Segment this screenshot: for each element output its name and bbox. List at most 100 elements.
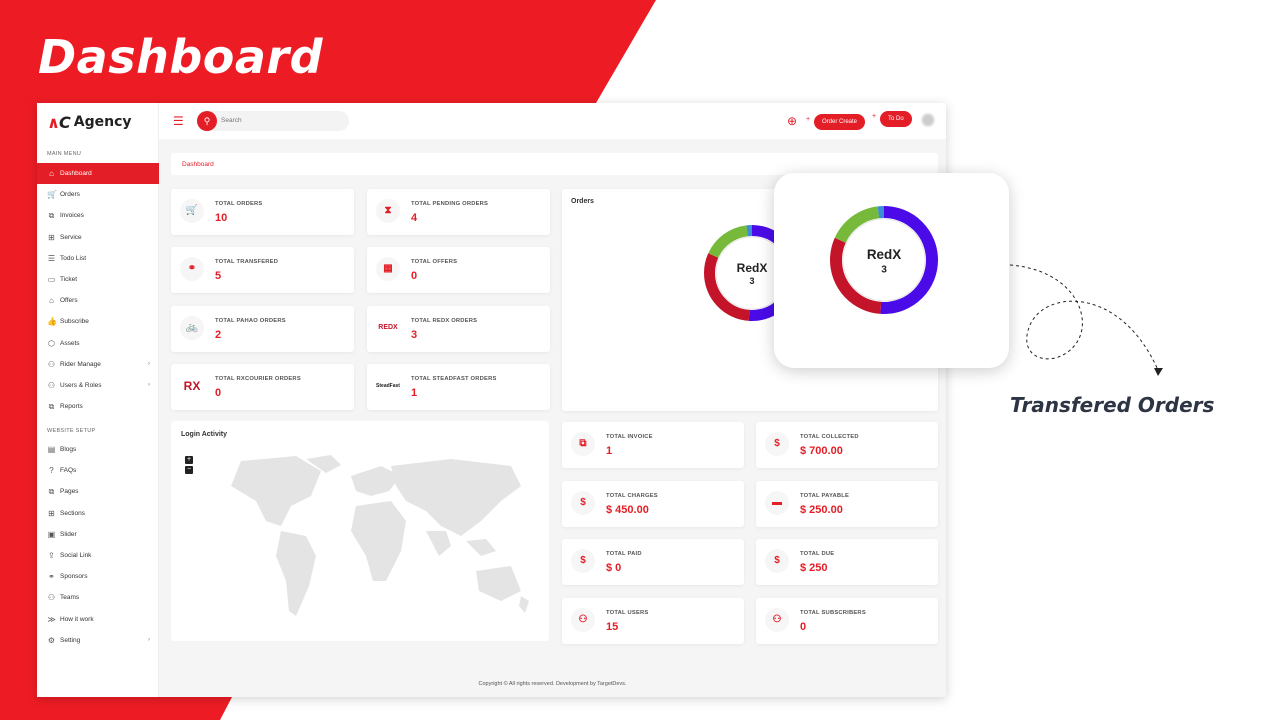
rx-logo-icon: RX bbox=[183, 379, 201, 393]
home-icon: ⌂ bbox=[49, 169, 54, 179]
sidebar-item-faqs[interactable]: ? FAQs bbox=[37, 460, 159, 481]
sidebar-item-sponsors[interactable]: ⚭ Sponsors bbox=[37, 566, 159, 587]
credit-card-icon: ▬ bbox=[765, 491, 789, 515]
stat-card[interactable]: $ TOTAL DUE $ 250 bbox=[756, 539, 938, 585]
stat-card[interactable]: ⧗ TOTAL PENDING ORDERS 4 bbox=[367, 189, 550, 235]
sidebar-item-setting[interactable]: ⚙ Setting › bbox=[37, 630, 159, 651]
sidebar-item-social-link[interactable]: ⇪ Social Link bbox=[37, 545, 159, 566]
hamburger-menu-icon[interactable]: ☰ bbox=[173, 114, 184, 128]
stat-card[interactable]: ⚭ TOTAL TRANSFERED 5 bbox=[171, 247, 354, 293]
sidebar-item-offers[interactable]: ⌂ Offers bbox=[37, 290, 159, 311]
sidebar-item-how-it-work[interactable]: ≫ How it work bbox=[37, 609, 159, 630]
hourglass-icon: ⧗ bbox=[376, 199, 400, 223]
sidebar-item-slider[interactable]: ▣ Slider bbox=[37, 524, 159, 545]
banner-title: Dashboard bbox=[38, 30, 324, 84]
sidebar-item-teams[interactable]: ⚇ Teams bbox=[37, 587, 159, 608]
stat-card-value: 0 bbox=[215, 387, 222, 399]
sidebar-item-users-roles[interactable]: ⚇ Users & Roles › bbox=[37, 375, 159, 396]
image-icon: ▣ bbox=[47, 529, 56, 539]
stat-card[interactable]: 🚲 TOTAL PAHAO ORDERS 2 bbox=[171, 306, 354, 352]
map-zoom-out-button[interactable]: − bbox=[185, 466, 193, 474]
sidebar-item-pages[interactable]: ⧉ Pages bbox=[37, 481, 159, 502]
chevron-right-icon: › bbox=[148, 361, 150, 368]
stat-card[interactable]: $ TOTAL CHARGES $ 450.00 bbox=[562, 481, 744, 527]
stat-card[interactable]: SteadFast TOTAL STEADFAST ORDERS 1 bbox=[367, 364, 550, 410]
handshake-icon: ⚭ bbox=[48, 572, 55, 582]
stat-card[interactable]: 🛒 TOTAL ORDERS 10 bbox=[171, 189, 354, 235]
sidebar-item-blogs[interactable]: ▤ Blogs bbox=[37, 439, 159, 460]
sidebar-item-label: Orders bbox=[60, 191, 80, 199]
thumbs-up-icon: 👍 bbox=[47, 317, 57, 327]
map-zoom-in-button[interactable]: + bbox=[185, 456, 193, 464]
sidebar-item-dashboard[interactable]: ⌂ Dashboard bbox=[37, 163, 159, 185]
stat-card[interactable]: $ TOTAL PAID $ 0 bbox=[562, 539, 744, 585]
search-icon[interactable]: ⚲ bbox=[197, 111, 217, 131]
share-icon: ⇪ bbox=[48, 551, 55, 561]
sidebar-item-service[interactable]: ⊞ Service bbox=[37, 227, 159, 248]
donut-slice-3[interactable] bbox=[830, 206, 938, 314]
breadcrumb[interactable]: Dashboard bbox=[171, 153, 938, 175]
stat-card-label: TOTAL OFFERS bbox=[411, 259, 458, 265]
avatar[interactable] bbox=[921, 113, 935, 127]
sidebar-item-subscribe[interactable]: 👍 Subscribe bbox=[37, 311, 159, 332]
stat-card[interactable]: $ TOTAL COLLECTED $ 700.00 bbox=[756, 422, 938, 468]
stat-card-label: TOTAL TRANSFERED bbox=[215, 259, 279, 265]
sidebar-item-orders[interactable]: 🛒 Orders bbox=[37, 184, 159, 205]
sidebar-item-todo-list[interactable]: ☰ Todo List bbox=[37, 248, 159, 269]
sidebar-item-assets[interactable]: ⬡ Assets bbox=[37, 333, 159, 354]
sidebar-item-reports[interactable]: ⧉ Reports bbox=[37, 396, 159, 417]
sidebar: ∧C Agency MAIN MENU ⌂ Dashboard 🛒 Orders ⧉ In… bbox=[37, 103, 159, 697]
plus-icon: + bbox=[872, 113, 877, 120]
stat-card[interactable]: REDX TOTAL REDX ORDERS 3 bbox=[367, 306, 550, 352]
subscribers-icon: ⚇ bbox=[765, 608, 789, 632]
cart-icon: 🛒 bbox=[180, 199, 204, 223]
blog-icon: ▤ bbox=[47, 445, 56, 455]
globe-icon[interactable]: ⊕ bbox=[787, 114, 798, 128]
stat-card-value: 1 bbox=[411, 387, 418, 399]
order-create-button[interactable]: Order Create bbox=[814, 114, 866, 130]
brand-logo[interactable]: ∧C Agency bbox=[47, 111, 132, 133]
users-roles-icon: ⚇ bbox=[47, 380, 56, 390]
sidebar-item-invoices[interactable]: ⧉ Invoices bbox=[37, 205, 159, 226]
stat-card[interactable]: ▬ TOTAL PAYABLE $ 250.00 bbox=[756, 481, 938, 527]
donut-center-value: 3 bbox=[881, 264, 887, 275]
stat-card[interactable]: ▦ TOTAL OFFERS 0 bbox=[367, 247, 550, 293]
donut-slice-1[interactable] bbox=[704, 225, 800, 321]
sidebar-item-label: How it work bbox=[60, 615, 94, 623]
sidebar-item-label: Teams bbox=[60, 594, 80, 602]
sidebar-item-label: Offers bbox=[60, 297, 78, 305]
stat-card[interactable]: ⚇ TOTAL SUBSCRIBERS 0 bbox=[756, 598, 938, 644]
donut-slice-1[interactable] bbox=[830, 206, 938, 314]
sidebar-item-rider-manage[interactable]: ⚇ Rider Manage › bbox=[37, 354, 159, 375]
dollar-icon: $ bbox=[765, 549, 789, 573]
stat-card-value: 4 bbox=[411, 212, 418, 224]
donut-slice-3[interactable] bbox=[704, 225, 800, 321]
stat-card-label: TOTAL PAHAO ORDERS bbox=[215, 318, 286, 324]
sidebar-item-ticket[interactable]: ▭ Ticket bbox=[37, 269, 159, 290]
website-setup-heading: WEBSITE SETUP bbox=[47, 428, 96, 434]
stat-card-value: 0 bbox=[800, 621, 807, 633]
stat-card-label: TOTAL PAID bbox=[606, 551, 642, 557]
todo-button[interactable]: To Do bbox=[880, 111, 912, 127]
users-icon: ⚇ bbox=[47, 359, 56, 369]
steadfast-logo-icon: SteadFast bbox=[376, 383, 400, 389]
sidebar-item-sections[interactable]: ⊞ Sections bbox=[37, 503, 159, 524]
question-icon: ? bbox=[49, 466, 54, 476]
search-bar: ⚲ bbox=[197, 111, 349, 131]
chevrons-right-icon: ≫ bbox=[47, 614, 56, 624]
world-map[interactable] bbox=[211, 451, 541, 631]
stat-card[interactable]: ⚇ TOTAL USERS 15 bbox=[562, 598, 744, 644]
search-input[interactable] bbox=[221, 117, 341, 124]
stat-card-value: $ 250 bbox=[800, 562, 828, 574]
stat-card-value: 5 bbox=[215, 270, 222, 282]
stat-card[interactable]: ⧉ TOTAL INVOICE 1 bbox=[562, 422, 744, 468]
stat-card-value: 10 bbox=[215, 212, 228, 224]
stat-card-label: TOTAL PAYABLE bbox=[800, 493, 850, 499]
stat-card[interactable]: RX TOTAL RXCOURIER ORDERS 0 bbox=[171, 364, 354, 410]
users-icon: ⚇ bbox=[571, 608, 595, 632]
login-activity-title: Login Activity bbox=[181, 431, 228, 438]
donut-center-label: RedX bbox=[867, 247, 901, 262]
donut-center-label: RedX bbox=[737, 261, 768, 275]
website-setup-menu: ▤ Blogs? FAQs ⧉ Pages ⊞ Sections ▣ Slider ⇪ Social… bbox=[37, 439, 159, 651]
